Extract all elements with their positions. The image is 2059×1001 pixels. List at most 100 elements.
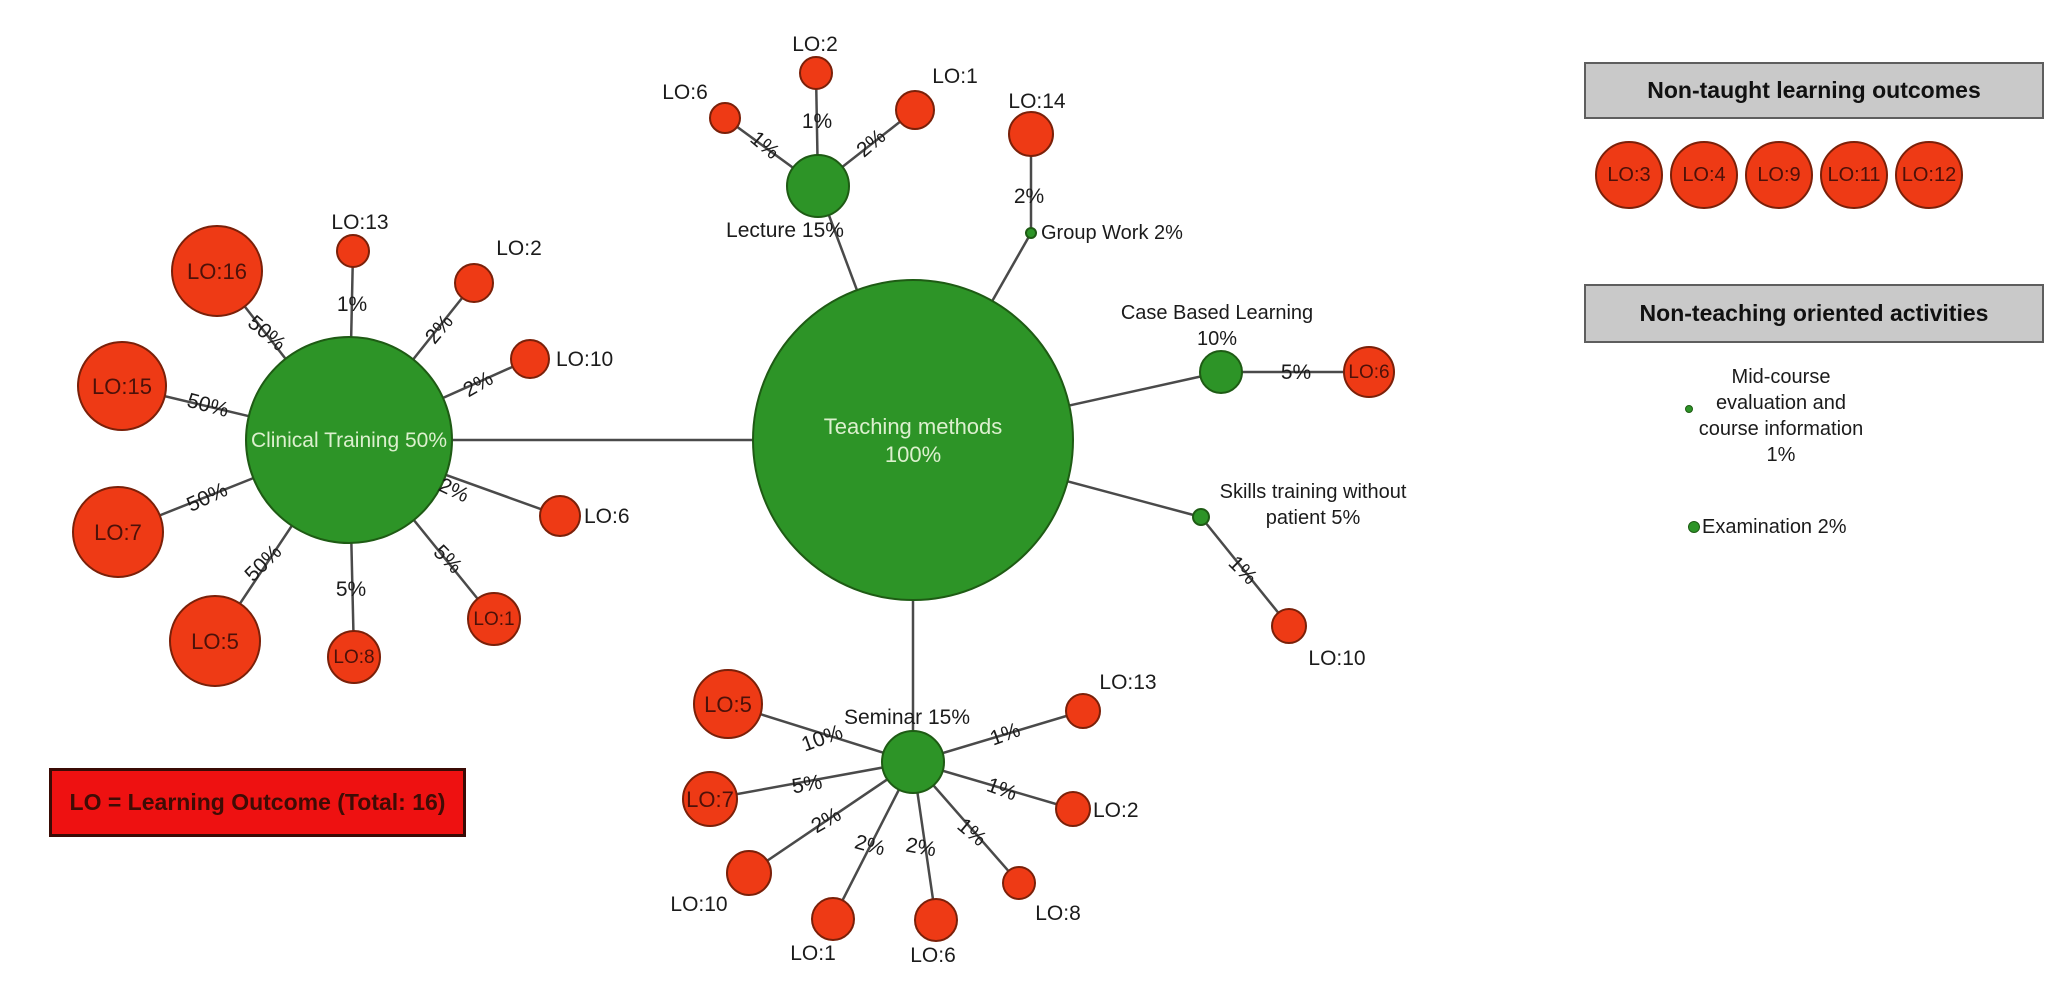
node-clinical: [245, 336, 453, 544]
node-se7: [682, 771, 738, 827]
edge-percent-label: 5%: [1281, 361, 1311, 384]
label-c10: LO:10: [556, 348, 613, 371]
node-c15: [77, 341, 167, 431]
mid-course-dot-icon: [1685, 405, 1693, 413]
label-c13: LO:13: [331, 211, 388, 234]
label-seminar: Seminar 15%: [844, 706, 970, 729]
edge-skills-s10: [1200, 516, 1290, 627]
edge-percent-label: 10%: [798, 720, 845, 756]
edge-percent-label: 2%: [904, 833, 938, 861]
node-c8: [327, 630, 381, 684]
label-s10: LO:10: [1308, 647, 1365, 670]
outcome-label: LO:3: [1607, 163, 1651, 186]
examination-dot-icon: [1688, 521, 1700, 533]
examination-activity-label: Examination 2%: [1702, 516, 1847, 538]
label-l1: LO:1: [932, 65, 978, 88]
non-taught-outcome: LO:11: [1820, 141, 1888, 209]
edge-percent-label: 1%: [1224, 551, 1262, 589]
node-c10: [510, 339, 550, 379]
label-c16: LO:16: [187, 259, 247, 284]
mid-course-activity-label: Mid-course evaluation and course informa…: [1698, 366, 1864, 466]
node-se1: [811, 897, 855, 941]
node-lecture: [786, 154, 850, 218]
edge-percent-label: 5%: [336, 578, 366, 601]
legend-box: LO = Learning Outcome (Total: 16): [49, 768, 466, 837]
node-cbl: [1199, 350, 1243, 394]
node-c2: [454, 263, 494, 303]
node-c13: [336, 234, 370, 268]
label-cb6: LO:6: [1348, 362, 1389, 383]
edge-percent-label: 2%: [852, 830, 887, 860]
edge-percent-label: 50%: [183, 478, 231, 517]
label-gw: Group Work 2%: [1041, 222, 1183, 244]
label-se13: LO:13: [1099, 671, 1156, 694]
label-c5: LO:5: [191, 629, 239, 654]
label-lecture: Lecture 15%: [726, 219, 844, 242]
edge-percent-label: 1%: [337, 293, 367, 316]
non-taught-outcome: LO:3: [1595, 141, 1663, 209]
edge-percent-label: 50%: [185, 388, 232, 421]
non-taught-panel-title: Non-taught learning outcomes: [1647, 77, 1981, 103]
non-teaching-panel-header: Non-teaching oriented activities: [1584, 284, 2044, 343]
label-g14: LO:14: [1008, 90, 1066, 113]
label-skills: Skills training without patient 5%: [1220, 481, 1407, 529]
node-c7: [72, 486, 164, 578]
non-taught-outcome: LO:12: [1895, 141, 1963, 209]
label-cbl: Case Based Learning 10%: [1121, 302, 1313, 350]
label-se7: LO:7: [686, 787, 734, 812]
node-gw: [1025, 227, 1037, 239]
outcome-label: LO:12: [1901, 163, 1957, 186]
non-taught-outcome: LO:4: [1670, 141, 1738, 209]
outcome-label: LO:11: [1827, 163, 1881, 186]
node-c5: [169, 595, 261, 687]
non-taught-outcomes-row: LO:3 LO:4 LO:9 LO:11 LO:12: [1595, 141, 1963, 209]
non-taught-outcome: LO:9: [1745, 141, 1813, 209]
edge-percent-label: 5%: [790, 770, 824, 798]
node-l1: [895, 90, 935, 130]
node-l2: [799, 56, 833, 90]
edge-percent-label: 2%: [1014, 185, 1044, 208]
edge-percent-label: 50%: [244, 311, 291, 356]
label-c1: LO:1: [473, 609, 514, 630]
edge-percent-label: 1%: [987, 718, 1023, 750]
label-se6: LO:6: [910, 944, 956, 967]
node-l6: [709, 102, 741, 134]
node-g14: [1008, 111, 1054, 157]
node-se2: [1055, 791, 1091, 827]
label-l2: LO:2: [792, 33, 838, 56]
node-se13: [1065, 693, 1101, 729]
legend-text: LO = Learning Outcome (Total: 16): [69, 789, 446, 815]
node-s10: [1271, 608, 1307, 644]
label-se1: LO:1: [790, 942, 836, 965]
label-se10: LO:10: [670, 893, 727, 916]
outcome-label: LO:9: [1757, 163, 1801, 186]
label-c15: LO:15: [92, 374, 152, 399]
node-seminar: [881, 730, 945, 794]
edge-seminar-se7: [709, 760, 914, 801]
node-c1: [467, 592, 521, 646]
label-l6: LO:6: [662, 81, 708, 104]
node-se5: [693, 669, 763, 739]
outcome-label: LO:4: [1682, 163, 1726, 186]
node-se8: [1002, 866, 1036, 900]
non-taught-panel-header: Non-taught learning outcomes: [1584, 62, 2044, 119]
node-cb6: [1343, 346, 1395, 398]
node-se6: [914, 898, 958, 942]
label-se8: LO:8: [1035, 902, 1081, 925]
edge-percent-label: 2%: [807, 802, 845, 837]
label-c2: LO:2: [496, 237, 542, 260]
node-skills: [1192, 508, 1210, 526]
edge-percent-label: 2%: [459, 366, 497, 401]
edge-percent-label: 1%: [984, 773, 1020, 805]
edge-percent-label: 1%: [802, 110, 832, 133]
label-c6: LO:6: [584, 505, 630, 528]
label-clinical: Clinical Training 50%: [251, 429, 447, 452]
label-se5: LO:5: [704, 692, 752, 717]
label-c7: LO:7: [94, 520, 142, 545]
non-teaching-panel-title: Non-teaching oriented activities: [1639, 300, 1989, 326]
edge-seminar-se10: [748, 760, 914, 875]
node-teaching: [752, 279, 1074, 601]
node-c6: [539, 495, 581, 537]
